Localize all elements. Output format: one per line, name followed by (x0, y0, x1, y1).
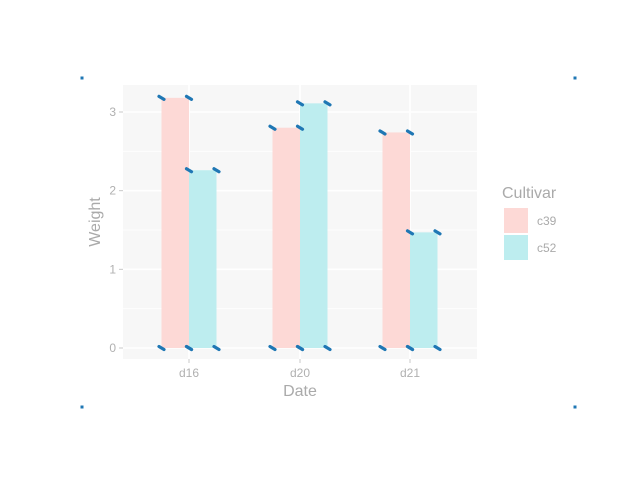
bar-corner-marker (212, 167, 221, 174)
bar-corner-marker (433, 229, 442, 236)
bar-corner-marker (378, 129, 387, 136)
bar-corner-marker (323, 100, 332, 107)
bars (161, 97, 438, 348)
bar-c52-d16 (189, 170, 217, 348)
frame-corner-marker (80, 76, 84, 80)
bar-corner-marker (405, 229, 415, 236)
corner-markers (80, 76, 577, 409)
frame-corner-marker (573, 405, 577, 409)
legend-swatch-c39 (504, 208, 528, 233)
bar-corner-marker (378, 344, 387, 352)
bar-corner-marker (212, 344, 221, 352)
bar-corner-marker (433, 344, 442, 352)
bar-c52-d21 (410, 232, 438, 348)
legend-title: Cultivar (502, 185, 557, 202)
bar-corner-markers (157, 94, 442, 352)
bar-corner-marker (295, 100, 305, 107)
bar-corner-marker (405, 129, 415, 136)
y-tick-label: 1 (109, 262, 116, 276)
legend-label-c39: c39 (537, 214, 557, 228)
legend: Cultivar c39 c52 (502, 185, 557, 260)
bar-corner-marker (184, 94, 194, 101)
bar-c39-d21 (382, 132, 410, 348)
bar-corner-marker (157, 94, 166, 101)
bar-corner-marker (184, 167, 194, 174)
x-tick-label: d16 (179, 366, 199, 380)
x-tick-label: d21 (400, 366, 420, 380)
frame-corner-marker (573, 76, 577, 80)
bar-corner-marker (157, 344, 166, 352)
bar-corner-marker (405, 344, 415, 352)
bar-corner-marker (323, 344, 332, 352)
x-axis-ticks: d16 d20 d21 (179, 359, 420, 380)
legend-swatch-c52 (504, 235, 528, 260)
y-tick-label: 3 (109, 105, 116, 119)
bar-c39-d20 (272, 127, 300, 348)
y-axis-ticks: 0 1 2 3 (109, 105, 123, 355)
bar-corner-marker (295, 344, 305, 352)
y-tick-label: 2 (109, 184, 116, 198)
x-axis-title: Date (283, 383, 317, 400)
frame-corner-marker (80, 405, 84, 409)
legend-label-c52: c52 (537, 241, 557, 255)
bar-corner-marker (268, 344, 277, 352)
bar-corner-marker (268, 124, 277, 131)
y-tick-label: 0 (109, 341, 116, 355)
bar-corner-marker (184, 344, 194, 352)
y-axis-title: Weight (87, 197, 104, 247)
x-tick-label: d20 (290, 366, 310, 380)
bar-c39-d16 (161, 97, 189, 348)
bar-corner-marker (295, 124, 305, 131)
bar-c52-d20 (300, 103, 328, 348)
